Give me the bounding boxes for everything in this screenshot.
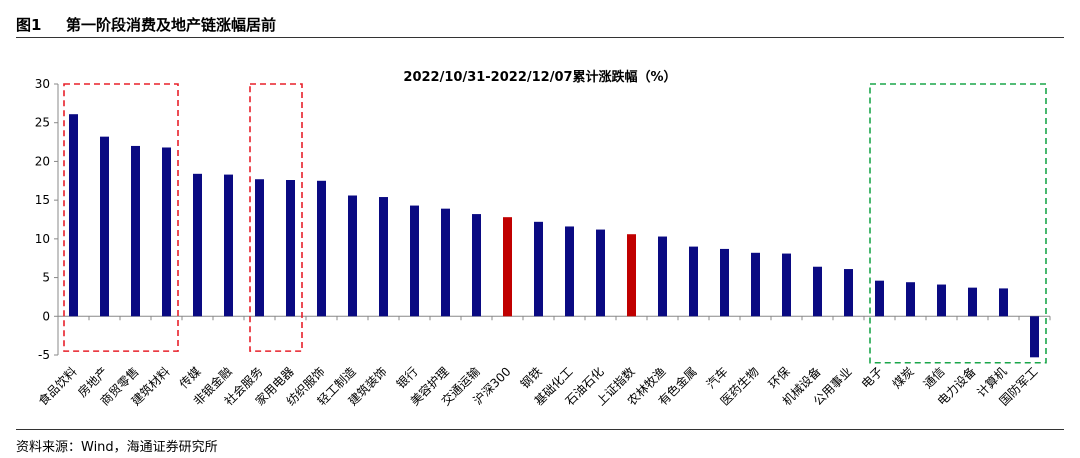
bar-美容护理 bbox=[441, 208, 450, 317]
red-dashed-box bbox=[63, 83, 179, 352]
y-tick-label: 10 bbox=[35, 232, 50, 246]
bar-公用事业 bbox=[844, 269, 853, 317]
y-tick-label: 20 bbox=[35, 154, 50, 168]
red-dashed-box bbox=[249, 83, 303, 352]
bar-环保 bbox=[782, 253, 791, 317]
figure-title: 第一阶段消费及地产链涨幅居前 bbox=[66, 16, 277, 34]
bar-基础化工 bbox=[565, 226, 574, 317]
bar-计算机 bbox=[999, 288, 1008, 317]
bar-传媒 bbox=[193, 173, 202, 317]
axes-group: -5 0 5 10 15 20 25 30 bbox=[35, 77, 1051, 362]
bars-group bbox=[69, 114, 1039, 358]
source-note: 资料来源：Wind，海通证券研究所 bbox=[16, 440, 218, 455]
bar-银行 bbox=[410, 205, 419, 317]
y-tick-label: 15 bbox=[35, 193, 50, 207]
bar-建筑材料 bbox=[162, 147, 171, 317]
x-tick-label: 汽车 bbox=[703, 364, 731, 392]
bar-医药生物 bbox=[751, 252, 760, 317]
bar-食品饮料 bbox=[69, 114, 78, 317]
y-tick-label: 0 bbox=[42, 309, 50, 323]
bar-农林牧渔 bbox=[658, 236, 667, 317]
bottom-rule bbox=[16, 429, 1064, 430]
x-tick-label: 通信 bbox=[921, 365, 948, 392]
bar-家用电器 bbox=[286, 180, 295, 317]
bar-汽车 bbox=[720, 248, 729, 317]
x-tick-label: 银行 bbox=[394, 365, 421, 392]
chart-title: 2022/10/31-2022/12/07累计涨跌幅（%） bbox=[403, 69, 676, 85]
x-tick-label: 环保 bbox=[766, 365, 793, 392]
bar-通信 bbox=[937, 284, 946, 317]
bar-电力设备 bbox=[968, 287, 977, 317]
bar-建筑装饰 bbox=[379, 197, 388, 317]
bar-房地产 bbox=[100, 136, 109, 317]
bar-纺织服饰 bbox=[317, 180, 326, 317]
x-tick-label: 煤炭 bbox=[890, 365, 917, 392]
bar-沪深300 bbox=[503, 217, 512, 317]
y-tick-label: 30 bbox=[35, 77, 50, 91]
bar-有色金属 bbox=[689, 246, 698, 317]
bar-钢铁 bbox=[534, 221, 543, 317]
bar-chart: 2022/10/31-2022/12/07累计涨跌幅（%） -5 0 5 10 15 20… bbox=[35, 69, 1051, 409]
bar-电子 bbox=[875, 280, 884, 317]
bar-煤炭 bbox=[906, 282, 915, 317]
y-tick-label: 5 bbox=[42, 271, 50, 285]
bar-石油石化 bbox=[596, 229, 605, 317]
x-tick-label: 钢铁 bbox=[518, 365, 545, 392]
annotation-boxes bbox=[63, 83, 1047, 364]
figure-label: 图1 bbox=[16, 16, 42, 34]
bar-国防军工 bbox=[1030, 316, 1039, 358]
x-tick-label: 传媒 bbox=[176, 364, 204, 392]
figure-header: 图1 第一阶段消费及地产链涨幅居前 bbox=[16, 10, 1064, 36]
y-tick-label: -5 bbox=[38, 348, 50, 362]
bar-上证指数 bbox=[627, 234, 636, 317]
bar-非银金融 bbox=[224, 174, 233, 317]
bar-机械设备 bbox=[813, 266, 822, 317]
bar-商贸零售 bbox=[131, 145, 140, 317]
green-dashed-box bbox=[869, 83, 1047, 364]
y-tick-label: 25 bbox=[35, 116, 50, 130]
x-tick-label: 食品饮料 bbox=[35, 364, 80, 409]
top-rule bbox=[16, 37, 1064, 38]
bar-轻工制造 bbox=[348, 195, 357, 317]
bar-社会服务 bbox=[255, 179, 264, 317]
bar-交通运输 bbox=[472, 214, 481, 317]
x-tick-label: 电子 bbox=[859, 365, 886, 392]
